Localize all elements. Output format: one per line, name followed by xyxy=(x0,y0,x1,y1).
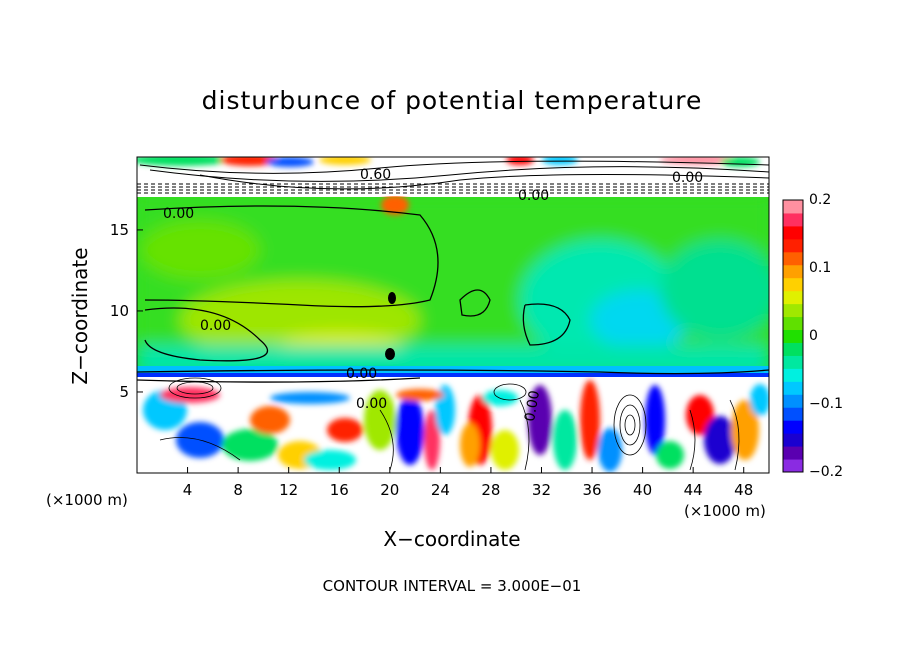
y-axis-label: Z−coordinate xyxy=(68,247,92,385)
contour-label: 0.00 xyxy=(163,206,195,222)
contour-label: 0.00 xyxy=(356,396,388,412)
colorbar-frame xyxy=(782,199,804,473)
x-tick-label: 8 xyxy=(233,481,243,499)
colorbar-segment xyxy=(783,355,803,369)
colorbar-tick-label: 0.2 xyxy=(809,192,832,208)
colorbar-segment xyxy=(783,368,803,382)
x-unit-right: (×1000 m) xyxy=(684,502,766,520)
plot-frame xyxy=(136,156,770,474)
colorbar-tick-label: −0.1 xyxy=(809,396,843,412)
x-tick-label: 36 xyxy=(582,481,602,499)
x-tick-label: 40 xyxy=(633,481,653,499)
colorbar-segment xyxy=(783,290,803,305)
colorbar-segment xyxy=(783,446,803,460)
colorbar-segment xyxy=(783,329,803,343)
colorbar-segment xyxy=(783,225,803,240)
colorbar-segment xyxy=(783,303,803,318)
colorbar-segment xyxy=(783,212,803,227)
contour-label: 0.00 xyxy=(200,318,232,334)
contour-label: 0.00 xyxy=(346,366,378,382)
colorbar-segment xyxy=(783,264,803,279)
y-tick-label: 5 xyxy=(119,382,129,401)
y-axis-ticks xyxy=(137,229,143,393)
colorbar-segment xyxy=(783,342,803,356)
colorbar-segment xyxy=(783,459,803,473)
contour-label: 0.60 xyxy=(360,167,392,183)
x-unit-left: (×1000 m) xyxy=(46,491,128,509)
colorbar-segment xyxy=(783,251,803,266)
y-tick-label: 10 xyxy=(109,301,129,320)
x-tick-label: 16 xyxy=(329,481,349,499)
y-tick-label: 15 xyxy=(109,220,129,239)
colorbar-tick-label: −0.2 xyxy=(809,464,843,480)
colorbar-segment xyxy=(783,316,803,331)
heatmap-field xyxy=(137,157,769,473)
x-tick-label: 20 xyxy=(380,481,400,499)
colorbar-tick-label: 0.1 xyxy=(809,260,832,276)
colorbar-segment xyxy=(783,420,803,434)
x-tick-label: 24 xyxy=(430,481,450,499)
contour-label: 0.00 xyxy=(518,188,550,204)
colorbar-segment xyxy=(783,381,803,395)
colorbar xyxy=(782,199,804,473)
colorbar-segment xyxy=(783,277,803,292)
chart-title: disturbunce of potential temperature xyxy=(201,86,703,115)
x-axis-ticks xyxy=(187,467,745,473)
x-tick-label: 32 xyxy=(531,481,552,499)
colorbar-segment xyxy=(783,200,803,214)
colorbar-segment xyxy=(783,433,803,447)
colorbar-tick-label: 0 xyxy=(809,328,818,344)
contour-interval-note: CONTOUR INTERVAL = 3.000E−01 xyxy=(322,577,582,595)
x-tick-label: 28 xyxy=(481,481,501,499)
colorbar-segment xyxy=(783,238,803,253)
x-tick-label: 48 xyxy=(734,481,754,499)
x-tick-label: 12 xyxy=(279,481,299,499)
colorbar-segment xyxy=(783,407,803,421)
x-tick-label: 4 xyxy=(182,481,193,499)
contour-label: 0.00 xyxy=(672,170,704,186)
x-tick-label: 44 xyxy=(683,481,703,499)
colorbar-segment xyxy=(783,394,803,408)
x-axis-label: X−coordinate xyxy=(383,527,521,551)
